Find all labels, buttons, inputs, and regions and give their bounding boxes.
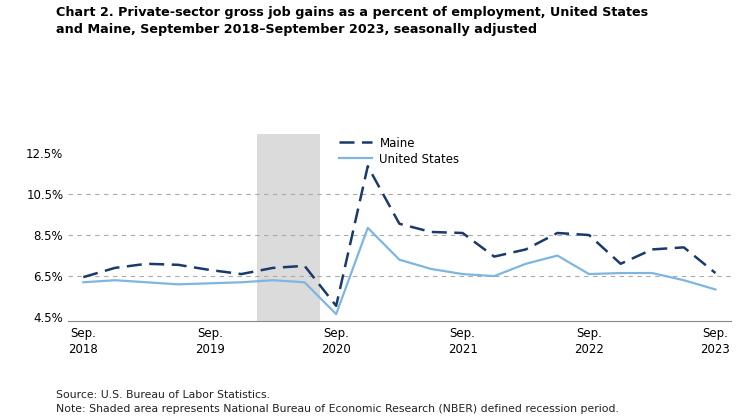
United States xyxy=(268,278,278,283)
Maine xyxy=(616,261,626,266)
Maine xyxy=(648,247,657,252)
Maine xyxy=(490,254,499,259)
Maine xyxy=(173,262,183,268)
United States xyxy=(110,278,119,283)
United States xyxy=(584,272,593,277)
United States xyxy=(521,261,530,266)
Line: Maine: Maine xyxy=(83,166,716,306)
Maine xyxy=(79,275,88,280)
Maine xyxy=(584,233,593,238)
United States xyxy=(79,280,88,285)
Maine xyxy=(711,270,720,276)
Line: United States: United States xyxy=(83,228,716,314)
Text: Source: U.S. Bureau of Labor Statistics.
Note: Shaded area represents National B: Source: U.S. Bureau of Labor Statistics.… xyxy=(56,391,620,414)
United States xyxy=(427,266,436,271)
United States xyxy=(394,257,404,262)
Maine xyxy=(268,265,278,270)
United States xyxy=(142,280,151,285)
United States xyxy=(173,282,183,287)
United States xyxy=(363,225,372,230)
Maine xyxy=(394,221,404,226)
Bar xyxy=(257,134,320,321)
United States xyxy=(616,270,626,276)
United States xyxy=(553,253,562,258)
Maine xyxy=(521,247,530,252)
Maine xyxy=(553,231,562,236)
Maine xyxy=(237,272,246,277)
Legend: Maine, United States: Maine, United States xyxy=(339,136,460,165)
United States xyxy=(332,312,340,317)
Maine xyxy=(427,229,436,234)
Maine xyxy=(142,261,151,266)
Text: Chart 2. Private-sector gross job gains as a percent of employment, United State: Chart 2. Private-sector gross job gains … xyxy=(56,6,648,36)
United States xyxy=(458,272,467,277)
United States xyxy=(206,281,214,286)
Maine xyxy=(680,245,688,250)
Maine xyxy=(300,263,309,268)
Maine xyxy=(332,303,340,308)
Maine xyxy=(110,265,119,270)
United States xyxy=(490,273,499,278)
United States xyxy=(648,270,657,276)
United States xyxy=(680,278,688,283)
United States xyxy=(237,280,246,285)
United States xyxy=(711,287,720,292)
Maine xyxy=(363,164,372,169)
United States xyxy=(300,280,309,285)
Maine xyxy=(206,268,214,273)
Maine xyxy=(458,231,467,236)
